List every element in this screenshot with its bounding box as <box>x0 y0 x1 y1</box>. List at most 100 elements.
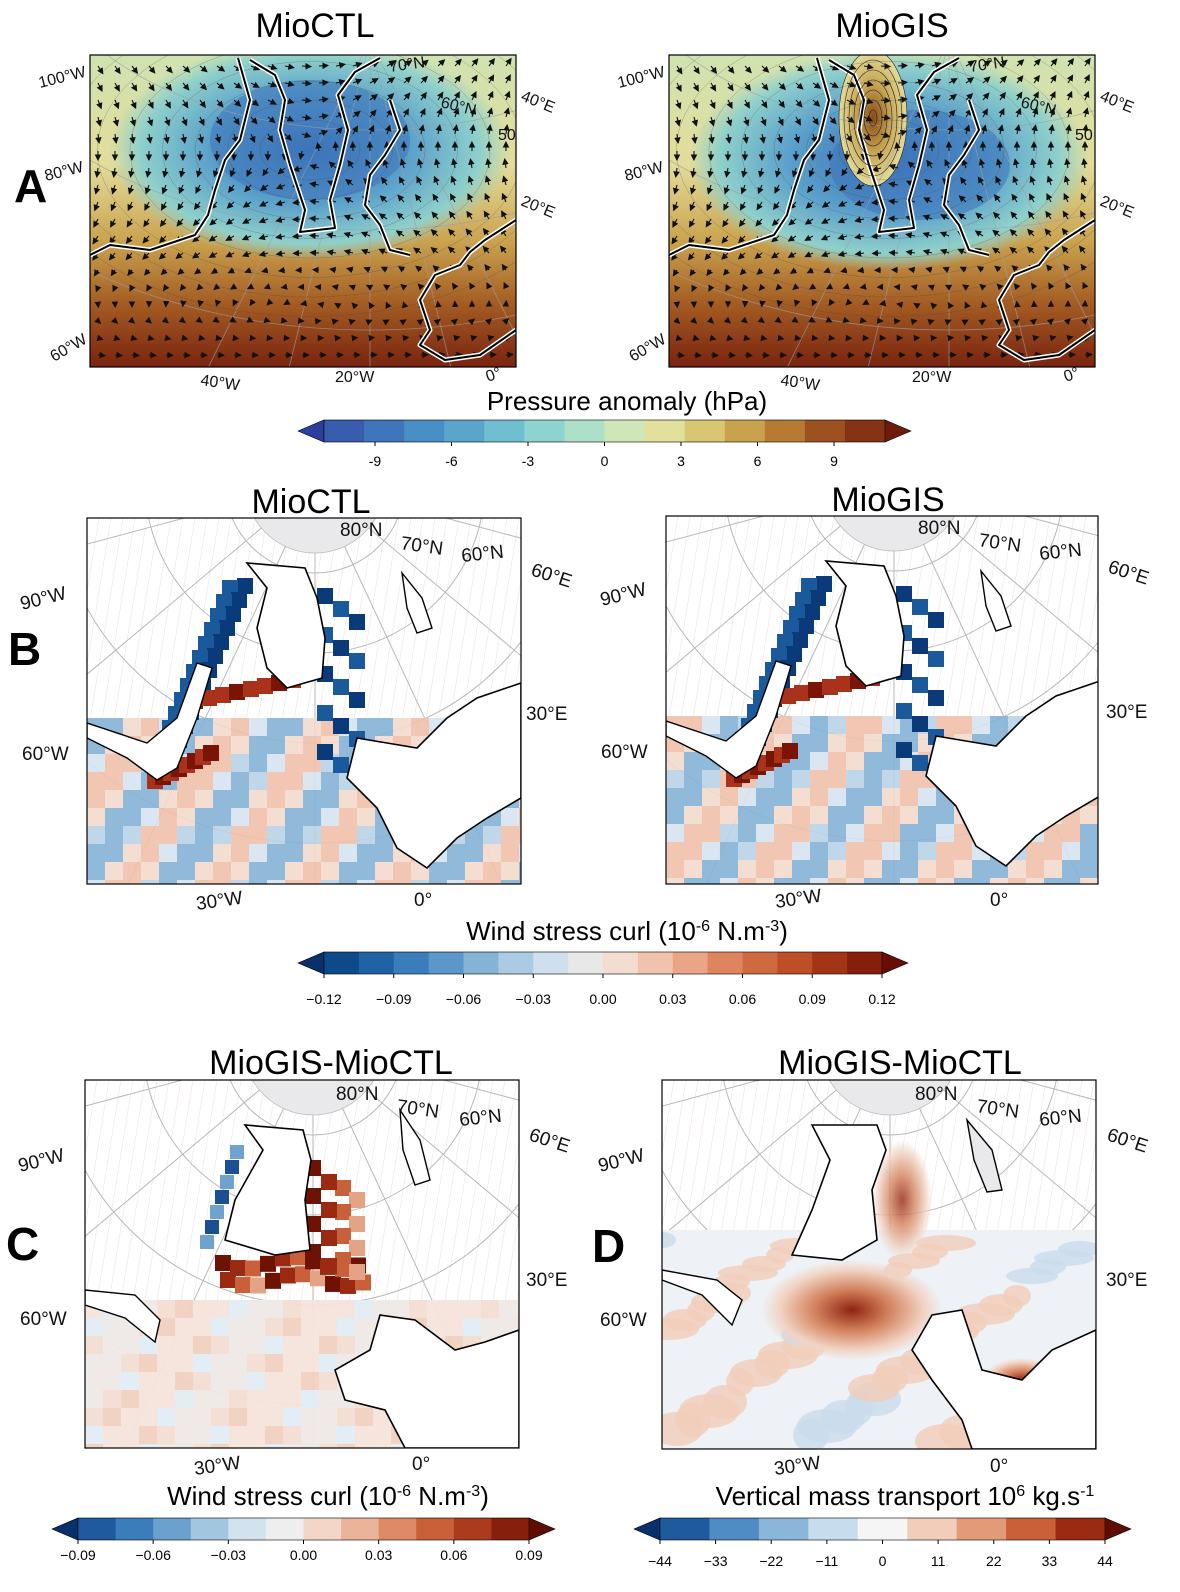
america-land <box>662 1269 743 1327</box>
wind-vector <box>192 218 201 227</box>
wind-vector <box>275 216 286 223</box>
land-contour <box>828 57 960 233</box>
wind-vector <box>430 246 439 254</box>
graticule-lon <box>930 1080 1096 1219</box>
wind-vector <box>863 63 874 70</box>
wind-vector <box>397 194 405 203</box>
curl-cell <box>213 844 231 862</box>
colorbar-tick-label: −0.03 <box>516 991 552 1007</box>
wind-vector <box>964 301 971 309</box>
curl-cell <box>501 844 519 862</box>
greenland-land <box>224 1124 312 1256</box>
curl-cell <box>337 1318 355 1336</box>
curl-cell <box>828 734 846 752</box>
wind-vector <box>805 201 814 209</box>
curl-cell <box>243 681 259 697</box>
wind-vector <box>771 252 780 259</box>
panel-letter-b: B <box>8 623 41 675</box>
europe-land <box>911 1309 1096 1449</box>
curl-cell <box>175 1336 193 1354</box>
curl-cell <box>283 1408 301 1426</box>
curl-cell <box>1098 752 1116 770</box>
wind-vector <box>232 334 240 342</box>
curl-cell <box>900 842 918 860</box>
curl-cell <box>139 1444 157 1448</box>
wind-vector <box>793 133 801 144</box>
wind-vector <box>144 184 151 195</box>
wind-vector <box>754 252 763 260</box>
wind-vector <box>930 125 938 135</box>
b2-lon-0: 0° <box>990 890 1008 911</box>
wind-vector <box>437 91 444 101</box>
wind-vector <box>688 235 695 245</box>
wind-vector <box>1081 318 1089 326</box>
curl-cell <box>219 620 235 636</box>
a2-lat-80w: 80°W <box>623 159 666 185</box>
colorbar-d-title-exp: 6 <box>1016 1483 1025 1500</box>
wind-vector <box>414 193 422 203</box>
curl-cell <box>213 718 231 736</box>
a2-lat-20e: 20°E <box>1098 193 1137 222</box>
curl-cell <box>105 880 123 884</box>
wind-vector <box>880 97 891 104</box>
curl-cell <box>846 734 864 752</box>
colorbar-swatch <box>78 1518 117 1540</box>
wind-vector <box>326 249 337 256</box>
curl-cell <box>501 826 519 844</box>
wind-vector <box>808 316 816 323</box>
panel-b-right-frame <box>665 515 1099 885</box>
curl-cell <box>283 1372 301 1390</box>
mesh-line <box>666 516 715 812</box>
curl-cell <box>519 862 521 880</box>
curl-cell <box>220 1175 234 1189</box>
wind-vector <box>761 99 768 109</box>
curl-cell <box>900 770 918 788</box>
wind-vector <box>361 214 371 221</box>
colorbar-swatch <box>604 420 646 442</box>
wind-vector <box>710 65 718 75</box>
wind-vector <box>162 284 170 292</box>
curl-cell <box>810 590 826 606</box>
wind-vector <box>129 133 136 144</box>
colorbar-swatch <box>844 420 886 442</box>
curl-cell <box>882 842 900 860</box>
wind-vector <box>469 282 476 290</box>
colorbar-tick-label: 0.09 <box>515 1547 542 1563</box>
curl-cell <box>231 754 249 772</box>
colorbar-swatch <box>190 1518 229 1540</box>
curl-cell <box>295 1266 311 1283</box>
wind-vector <box>416 158 424 169</box>
wind-vector <box>825 167 832 177</box>
curl-cell <box>267 754 285 772</box>
wind-vector <box>378 213 388 220</box>
wind-vector <box>216 82 225 90</box>
wind-vector <box>794 334 802 342</box>
wind-vector <box>727 82 734 92</box>
wind-vector <box>208 251 218 258</box>
transport-blob <box>848 1374 900 1402</box>
wind-vector <box>258 250 269 257</box>
wind-vector <box>672 269 680 277</box>
wind-vector <box>845 133 853 143</box>
curl-cell <box>357 826 375 844</box>
wind-vector <box>125 235 133 244</box>
wind-vector <box>1033 74 1040 84</box>
wind-vector <box>368 301 375 310</box>
colorbar-swatch <box>378 1518 417 1540</box>
wind-vector <box>738 218 746 227</box>
wind-vector <box>95 284 102 293</box>
colorbar-swatch <box>777 952 813 974</box>
wind-vector <box>863 133 872 141</box>
curl-cell <box>211 1426 229 1444</box>
curl-cell <box>340 1277 356 1294</box>
wind-vector <box>301 62 313 70</box>
wind-vector <box>244 267 252 274</box>
wind-vector <box>487 90 494 101</box>
colorbar-swatch <box>707 952 743 974</box>
curl-cell <box>260 1255 276 1272</box>
curl-cell <box>792 716 810 734</box>
b1-lat-60w: 60°W <box>22 744 69 765</box>
colorbar-b-title-suffix: ) <box>779 916 788 946</box>
curl-cell <box>846 824 864 842</box>
